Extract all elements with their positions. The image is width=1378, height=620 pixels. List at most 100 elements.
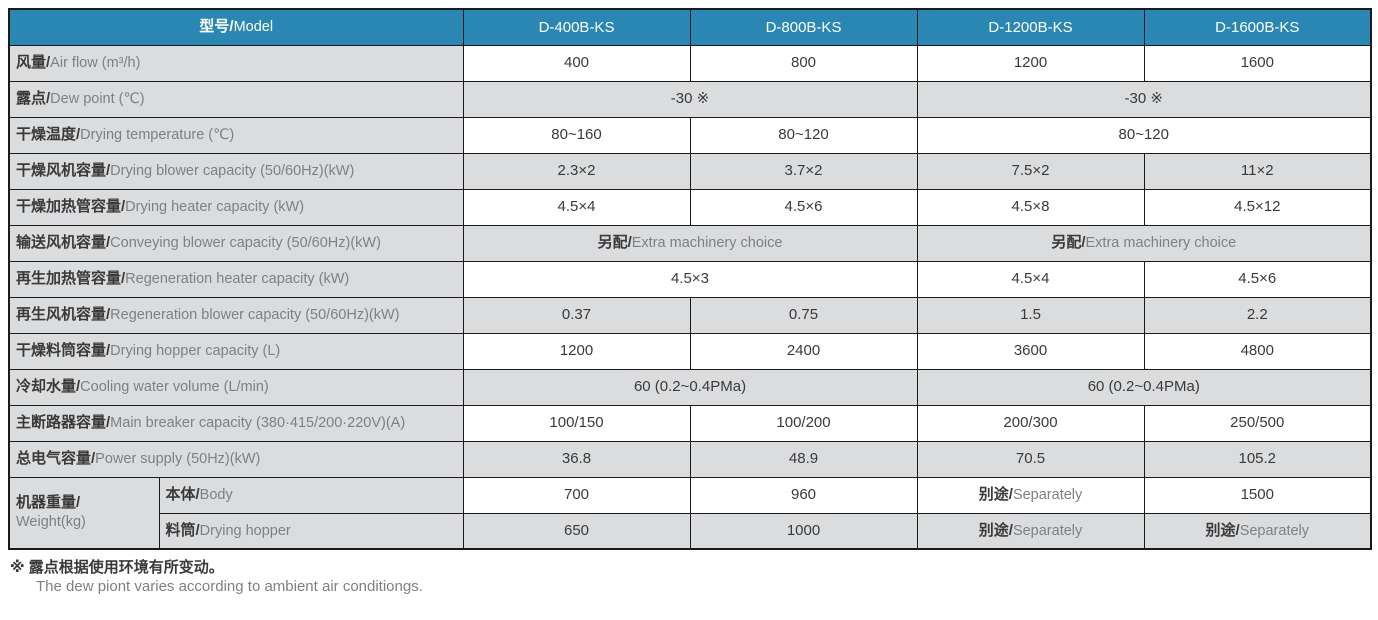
table-row: 主断路器容量/Main breaker capacity (380·415/20… (8, 404, 1372, 442)
table-row: 再生风机容量/Regeneration blower capacity (50/… (8, 296, 1372, 334)
table-row: 机器重量/Weight(kg) 本体/Body 700 960 别途/Separatel… (8, 476, 1372, 550)
spec-sheet: 型号/Model D-400B-KS D-800B-KS D-1200B-KS D-1… (8, 8, 1373, 595)
text-en: Drying hopper (199, 522, 291, 539)
row-label: 料筒/Drying hopper (158, 512, 464, 550)
spec-value: 0.37 (462, 296, 691, 334)
text-zh: 别途/ (1205, 521, 1240, 539)
text-zh: 别途/ (978, 521, 1013, 539)
row-label: 机器重量/Weight(kg) (8, 476, 160, 550)
row-label: 干燥温度/Drying temperature (℃) (8, 116, 464, 154)
text-zh: 另配/ (597, 234, 632, 252)
text-zh: 输送风机容量/ (16, 234, 111, 252)
spec-value: 别途/Separately (916, 476, 1145, 514)
table-row: 风量/Air flow (m³/h) 400 800 1200 1600 (8, 44, 1372, 82)
spec-value: 400 (462, 44, 691, 82)
spec-value: 2.2 (1143, 296, 1372, 334)
text-zh: 露点/ (16, 90, 51, 108)
spec-value: 960 (689, 476, 918, 514)
spec-value: 11×2 (1143, 152, 1372, 190)
spec-value: 48.9 (689, 440, 918, 478)
table-header-row: 型号/Model D-400B-KS D-800B-KS D-1200B-KS D-1… (8, 8, 1372, 46)
spec-value: 105.2 (1143, 440, 1372, 478)
spec-table: 型号/Model D-400B-KS D-800B-KS D-1200B-KS D-1… (8, 8, 1373, 550)
row-label: 露点/Dew point (℃) (8, 80, 464, 118)
text-en: Drying temperature (℃) (80, 127, 235, 144)
text-zh: 干燥温度/ (16, 126, 81, 144)
spec-value: 1.5 (916, 296, 1145, 334)
spec-value: 200/300 (916, 404, 1145, 442)
table-body: 风量/Air flow (m³/h) 400 800 1200 1600 露点/Dew p… (8, 44, 1372, 550)
spec-value: 1200 (916, 44, 1145, 82)
row-label: 总电气容量/Power supply (50Hz)(kW) (8, 440, 464, 478)
spec-value: 4.5×4 (916, 260, 1145, 298)
spec-value: 80~120 (916, 116, 1372, 154)
spec-value: 另配/Extra machinery choice (462, 224, 918, 262)
spec-value: 1000 (689, 512, 918, 550)
corner-label-en: Model (233, 19, 274, 36)
footnote-line-en: The dew piont varies according to ambien… (36, 578, 423, 595)
text-en: Body (199, 487, 233, 504)
spec-value: 36.8 (462, 440, 691, 478)
spec-value: 4.5×3 (462, 260, 918, 298)
text-en: Main breaker capacity (380·415/200·220V)… (110, 415, 406, 432)
row-label: 干燥风机容量/Drying blower capacity (50/60Hz)(… (8, 152, 464, 190)
table-row: 再生加热管容量/Regeneration heater capacity (kW… (8, 260, 1372, 298)
spec-value: 另配/Extra machinery choice (916, 224, 1372, 262)
table-row: 干燥温度/Drying temperature (℃) 80~160 80~120 8… (8, 116, 1372, 154)
spec-value: 70.5 (916, 440, 1145, 478)
table-row: 冷却水量/Cooling water volume (L/min) 60 (0.2… (8, 368, 1372, 406)
text-zh: 干燥加热管容量/ (16, 198, 126, 216)
spec-value: 800 (689, 44, 918, 82)
text-en: Drying hopper capacity (L) (110, 343, 281, 360)
row-label: 再生加热管容量/Regeneration heater capacity (kW… (8, 260, 464, 298)
text-en: Regeneration heater capacity (kW) (125, 271, 350, 288)
row-label: 干燥加热管容量/Drying heater capacity (kW) (8, 188, 464, 226)
model-column-header: D-400B-KS (462, 8, 691, 46)
text-zh: 冷却水量/ (16, 378, 81, 396)
row-label: 冷却水量/Cooling water volume (L/min) (8, 368, 464, 406)
spec-value: 60 (0.2~0.4PMa) (462, 368, 918, 406)
text-en: Regeneration blower capacity (50/60Hz)(k… (110, 307, 400, 324)
spec-value: 2400 (689, 332, 918, 370)
text-en: Weight(kg) (16, 514, 86, 531)
spec-value: 别途/Separately (916, 512, 1145, 550)
spec-value: 0.75 (689, 296, 918, 334)
text-en: Air flow (m³/h) (50, 55, 141, 72)
table-row: 干燥风机容量/Drying blower capacity (50/60Hz)(… (8, 152, 1372, 190)
table-row: 输送风机容量/Conveying blower capacity (50/60H… (8, 224, 1372, 262)
spec-value: 2.3×2 (462, 152, 691, 190)
text-zh: 料筒/ (165, 521, 200, 539)
row-label: 再生风机容量/Regeneration blower capacity (50/… (8, 296, 464, 334)
table-row: 总电气容量/Power supply (50Hz)(kW) 36.8 48.9 70.… (8, 440, 1372, 478)
text-en: Extra machinery choice (1085, 235, 1237, 252)
spec-value: 1600 (1143, 44, 1372, 82)
table-row: 料筒/Drying hopper 650 1000 别途/Separately 别途/S… (9, 512, 1372, 550)
spec-value: 100/200 (689, 404, 918, 442)
text-en: Separately (1012, 487, 1083, 504)
model-column-header: D-1600B-KS (1143, 8, 1372, 46)
spec-value: -30 ※ (462, 80, 918, 118)
footnote: ※ 露点根据使用环境有所变动。 The dew piont varies acc… (8, 556, 1370, 595)
table-row: 露点/Dew point (℃) -30 ※ -30 ※ (8, 80, 1372, 118)
text-en: Dew point (℃) (50, 91, 145, 108)
spec-value: 4.5×8 (916, 188, 1145, 226)
spec-value: 250/500 (1143, 404, 1372, 442)
text-zh: 别途/ (978, 486, 1013, 504)
spec-value: 1500 (1143, 476, 1372, 514)
text-en: Drying heater capacity (kW) (125, 199, 305, 216)
text-zh: 干燥料筒容量/ (16, 342, 111, 360)
text-zh: 再生加热管容量/ (16, 270, 126, 288)
text-en: Separately (1239, 522, 1310, 539)
text-zh: 风量/ (16, 54, 51, 72)
spec-value: 1200 (462, 332, 691, 370)
model-column-header: D-1200B-KS (916, 8, 1145, 46)
text-en: Power supply (50Hz)(kW) (95, 451, 261, 468)
model-column-header: D-800B-KS (689, 8, 918, 46)
text-zh: 本体/ (165, 486, 200, 504)
text-en: Conveying blower capacity (50/60Hz)(kW) (110, 235, 381, 252)
footnote-line-zh: ※ 露点根据使用环境有所变动。 (10, 559, 224, 576)
text-zh: 主断路器容量/ (16, 414, 111, 432)
spec-value: 4.5×6 (1143, 260, 1372, 298)
text-zh: 干燥风机容量/ (16, 162, 111, 180)
spec-value: -30 ※ (916, 80, 1372, 118)
